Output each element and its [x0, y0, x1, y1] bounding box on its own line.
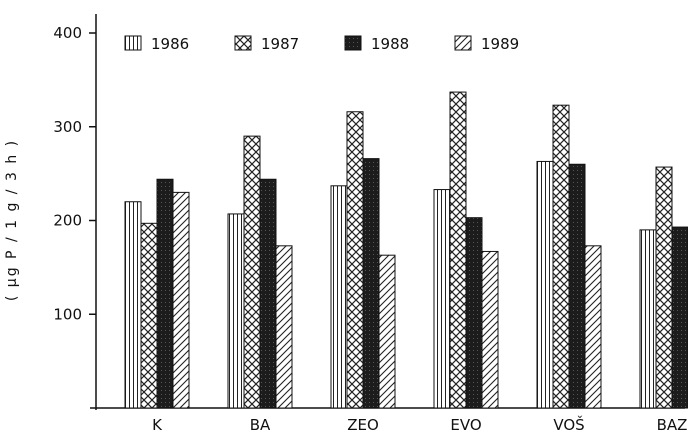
- bar-1989-BA: [275, 245, 293, 409]
- y-tick-label: 300: [53, 118, 82, 136]
- legend-label-1987: 1987: [261, 35, 299, 53]
- bar-1989-ZEO: [378, 254, 396, 409]
- bar-1987-BA: [243, 135, 261, 409]
- bar-1987-ZEO: [346, 111, 364, 409]
- bar-1986-ZEO: [330, 185, 348, 409]
- bar-1987-EVO: [449, 91, 467, 409]
- bar-1987-VOŠ: [552, 104, 570, 409]
- bar-1989-K: [172, 191, 190, 409]
- x-category-label: EVO: [450, 416, 481, 434]
- y-tick-label: 100: [53, 305, 82, 323]
- bar-1986-EVO: [433, 189, 451, 409]
- bar-1988-VOŠ: [568, 163, 586, 409]
- x-category-label: VOŠ: [553, 415, 584, 434]
- bar-1988-BAZ: [671, 226, 688, 409]
- bar-1988-K: [156, 178, 174, 409]
- legend-swatch-1989: [454, 35, 472, 51]
- y-tick-label: 200: [53, 212, 82, 230]
- legend-swatch-1986: [124, 35, 142, 51]
- x-category-label: ZEO: [347, 416, 379, 434]
- y-axis-label: ( µg P / 1 g / 3 h ): [4, 139, 20, 301]
- x-category-label: K: [152, 416, 163, 434]
- bar-1986-BAZ: [639, 229, 657, 409]
- legend-swatch-1988: [344, 35, 362, 51]
- y-tick-label: 400: [53, 24, 82, 42]
- y-ticks: 100 200 300 400: [53, 24, 96, 323]
- legend-label-1986: 1986: [151, 35, 189, 53]
- legend-label-1988: 1988: [371, 35, 409, 53]
- bar-1987-BAZ: [655, 166, 673, 409]
- bar-1989-EVO: [481, 250, 499, 409]
- bars: [124, 91, 688, 409]
- legend: 1986 1987 1988 1989: [124, 35, 519, 53]
- bar-1986-K: [124, 201, 142, 409]
- bar-1988-BA: [259, 178, 277, 409]
- bar-1988-ZEO: [362, 158, 380, 409]
- bar-1989-VOŠ: [584, 245, 602, 409]
- bar-1986-BA: [227, 213, 245, 409]
- x-category-label: BAZ: [657, 416, 688, 434]
- legend-label-1989: 1989: [481, 35, 519, 53]
- bar-1987-K: [140, 222, 158, 409]
- bar-1986-VOŠ: [536, 160, 554, 409]
- bar-1988-EVO: [465, 217, 483, 409]
- x-category-label: BA: [250, 416, 271, 434]
- legend-swatch-1987: [234, 35, 252, 51]
- category-labels: K BA ZEO EVO VOŠ BAZ: [152, 415, 687, 434]
